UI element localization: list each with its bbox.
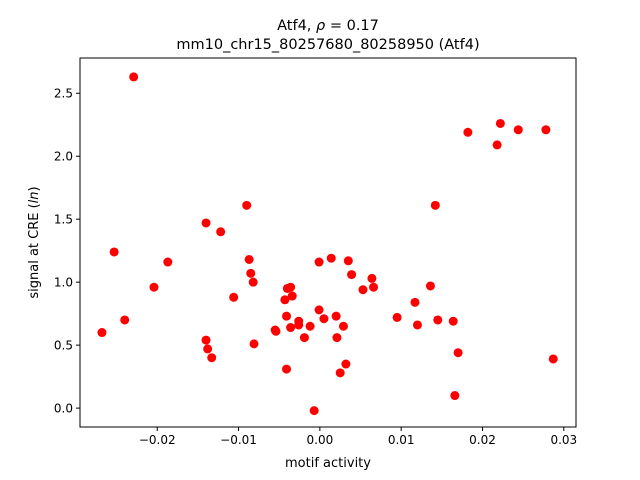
x-tick-label-2: 0.00 — [307, 433, 334, 447]
data-point-52 — [450, 391, 460, 401]
data-point-3 — [129, 72, 139, 82]
data-point-49 — [430, 200, 440, 210]
data-point-44 — [369, 282, 379, 292]
data-point-30 — [309, 406, 319, 416]
x-tick-label-3: 0.01 — [388, 433, 415, 447]
data-point-59 — [548, 354, 558, 364]
data-point-9 — [207, 353, 217, 363]
y-tick-label-0: 0.0 — [54, 401, 73, 415]
chart-title-line2: mm10_chr15_80257680_80258950 (Atf4) — [176, 37, 479, 53]
data-point-5 — [163, 257, 173, 267]
data-point-37 — [335, 368, 345, 378]
data-point-35 — [331, 311, 341, 321]
data-point-18 — [271, 326, 281, 336]
x-tick-label-4: 0.02 — [469, 433, 496, 447]
data-point-21 — [282, 311, 292, 321]
data-point-36 — [332, 333, 342, 343]
data-points — [97, 72, 558, 416]
y-tick-label-5: 2.5 — [54, 87, 73, 101]
data-point-40 — [343, 256, 353, 266]
data-point-6 — [201, 218, 211, 228]
x-tick-label-0: −0.02 — [139, 433, 176, 447]
y-tick-label-4: 2.0 — [54, 150, 73, 164]
data-point-58 — [541, 125, 551, 135]
data-point-54 — [463, 127, 473, 137]
data-point-25 — [286, 323, 296, 333]
data-point-45 — [392, 312, 402, 322]
data-point-13 — [244, 255, 254, 264]
data-point-57 — [513, 125, 523, 135]
x-axis: −0.02 −0.01 0.00 0.01 0.02 0.03 — [139, 427, 577, 447]
data-point-48 — [425, 281, 435, 291]
chart-title-line1: Atf4, ρ = 0.17 — [277, 18, 379, 34]
data-point-46 — [410, 297, 420, 307]
data-point-22 — [282, 364, 292, 374]
data-point-29 — [305, 321, 315, 331]
data-point-53 — [453, 348, 463, 358]
data-point-24 — [287, 291, 297, 301]
data-point-10 — [216, 227, 226, 237]
data-point-4 — [149, 282, 159, 292]
data-point-1 — [109, 247, 119, 257]
data-point-8 — [203, 344, 213, 354]
data-point-42 — [358, 285, 368, 295]
data-point-11 — [229, 292, 239, 302]
data-point-47 — [412, 320, 422, 330]
y-tick-label-1: 0.5 — [54, 338, 73, 352]
y-tick-label-3: 1.5 — [54, 213, 73, 227]
data-point-28 — [299, 333, 309, 343]
data-point-38 — [338, 321, 348, 331]
data-point-56 — [495, 118, 505, 128]
data-point-41 — [347, 270, 357, 280]
data-point-27 — [294, 320, 304, 330]
y-tick-label-2: 1.0 — [54, 275, 73, 289]
data-point-55 — [492, 140, 502, 150]
data-point-43 — [367, 273, 377, 283]
data-point-16 — [249, 339, 259, 349]
y-axis-label: signal at CRE (ln) — [27, 186, 42, 298]
x-tick-label-1: −0.01 — [220, 433, 257, 447]
x-axis-label: motif activity — [285, 456, 371, 471]
data-point-19 — [280, 295, 290, 305]
data-point-15 — [248, 277, 258, 287]
y-axis: 0.0 0.5 1.0 1.5 2.0 2.5 — [54, 87, 80, 415]
data-point-7 — [201, 335, 211, 345]
data-point-39 — [341, 359, 351, 369]
data-point-2 — [120, 315, 130, 325]
data-point-34 — [326, 253, 336, 263]
data-point-0 — [97, 328, 107, 338]
x-tick-label-5: 0.03 — [550, 433, 577, 447]
data-point-51 — [448, 316, 458, 326]
data-point-31 — [314, 257, 324, 267]
data-point-12 — [242, 200, 252, 210]
data-point-32 — [314, 305, 324, 315]
data-point-23 — [286, 282, 296, 292]
data-point-14 — [246, 268, 256, 278]
data-point-33 — [319, 314, 329, 324]
data-point-50 — [433, 315, 443, 325]
plot-frame — [79, 57, 577, 428]
